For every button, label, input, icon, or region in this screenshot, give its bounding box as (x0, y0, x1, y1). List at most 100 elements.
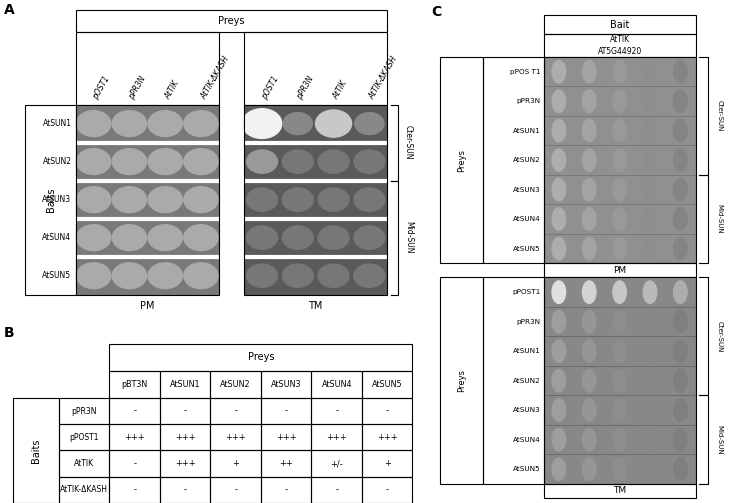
Text: AtSUN2: AtSUN2 (42, 157, 72, 166)
Circle shape (613, 281, 627, 303)
Circle shape (613, 60, 627, 83)
Circle shape (643, 458, 657, 480)
Circle shape (643, 399, 657, 422)
Text: -: - (335, 485, 338, 494)
Text: A: A (4, 3, 15, 17)
Bar (244, 219, 387, 257)
Circle shape (613, 149, 627, 172)
Circle shape (247, 150, 277, 173)
Circle shape (583, 310, 596, 333)
Text: AtSUN5: AtSUN5 (513, 466, 541, 472)
Circle shape (184, 111, 218, 136)
Circle shape (673, 310, 687, 333)
Bar (160, 371, 211, 398)
Circle shape (184, 149, 218, 175)
Circle shape (552, 429, 566, 451)
Circle shape (643, 281, 657, 303)
Circle shape (583, 340, 596, 362)
Circle shape (76, 149, 111, 175)
Circle shape (552, 340, 566, 362)
Text: ++: ++ (280, 459, 293, 468)
Bar (544, 57, 695, 264)
Circle shape (613, 208, 627, 230)
Circle shape (613, 458, 627, 480)
Circle shape (673, 179, 687, 201)
Text: Preys: Preys (247, 352, 274, 362)
Circle shape (673, 458, 687, 480)
Bar (544, 484, 695, 498)
Bar (261, 398, 311, 424)
Circle shape (673, 208, 687, 230)
Circle shape (583, 281, 596, 303)
Bar (244, 32, 387, 105)
Bar (59, 398, 110, 424)
Bar (441, 57, 483, 264)
Text: +++: +++ (175, 459, 195, 468)
Text: pOST1: pOST1 (92, 75, 112, 102)
Bar (75, 143, 219, 181)
Text: AtTIK: AtTIK (332, 79, 349, 102)
Circle shape (283, 113, 313, 135)
Circle shape (552, 281, 566, 303)
Bar (110, 477, 160, 503)
Bar (110, 424, 160, 451)
Circle shape (613, 237, 627, 260)
Text: AtSUN3: AtSUN3 (42, 195, 72, 204)
Circle shape (184, 187, 218, 213)
Circle shape (643, 90, 657, 112)
Bar (59, 477, 110, 503)
Circle shape (184, 263, 218, 289)
Circle shape (673, 90, 687, 112)
Circle shape (673, 60, 687, 83)
Text: AtSUN1: AtSUN1 (42, 119, 72, 128)
Bar (544, 15, 695, 34)
Text: pPOS T1: pPOS T1 (510, 68, 541, 74)
Text: Bait: Bait (610, 20, 630, 30)
Bar (75, 257, 219, 295)
Circle shape (613, 340, 627, 362)
Text: AtSUN4: AtSUN4 (321, 380, 352, 389)
Bar (110, 398, 160, 424)
Bar (261, 451, 311, 477)
Bar (12, 398, 59, 503)
Text: +++: +++ (175, 433, 195, 442)
Text: Baits: Baits (31, 438, 41, 463)
Circle shape (283, 264, 313, 287)
Text: Baits: Baits (45, 188, 56, 212)
Bar (261, 424, 311, 451)
Text: TM: TM (613, 486, 626, 495)
Circle shape (552, 458, 566, 480)
Text: TM: TM (308, 301, 323, 310)
Text: AtSUN1: AtSUN1 (513, 128, 541, 134)
Text: +: + (384, 459, 391, 468)
Circle shape (673, 429, 687, 451)
Circle shape (112, 263, 146, 289)
Circle shape (643, 369, 657, 392)
Circle shape (643, 429, 657, 451)
Text: -: - (133, 485, 136, 494)
Bar (160, 451, 211, 477)
Bar (110, 371, 160, 398)
Text: Preys: Preys (218, 16, 244, 26)
Text: -: - (133, 459, 136, 468)
Text: pPR3N: pPR3N (296, 75, 316, 102)
Bar (544, 34, 695, 57)
Circle shape (354, 226, 385, 249)
Text: +++: +++ (326, 433, 347, 442)
Circle shape (315, 110, 351, 137)
Circle shape (643, 340, 657, 362)
Bar (244, 257, 387, 295)
Circle shape (148, 263, 182, 289)
Circle shape (247, 226, 277, 249)
Circle shape (613, 310, 627, 333)
Circle shape (643, 237, 657, 260)
Bar (362, 424, 413, 451)
Circle shape (76, 111, 111, 136)
Bar (25, 105, 76, 295)
Circle shape (583, 149, 596, 172)
Text: -: - (184, 485, 187, 494)
Circle shape (112, 187, 146, 213)
Circle shape (76, 225, 111, 250)
Circle shape (613, 369, 627, 392)
Bar (544, 264, 695, 278)
